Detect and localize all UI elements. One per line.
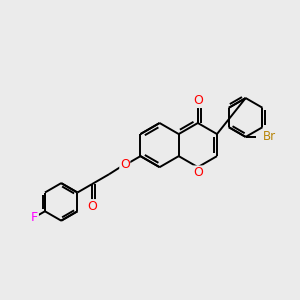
Text: O: O <box>193 94 203 107</box>
Text: Br: Br <box>263 130 276 143</box>
Text: F: F <box>31 211 38 224</box>
Text: O: O <box>87 200 97 213</box>
Text: O: O <box>120 158 130 171</box>
Text: O: O <box>193 166 203 179</box>
